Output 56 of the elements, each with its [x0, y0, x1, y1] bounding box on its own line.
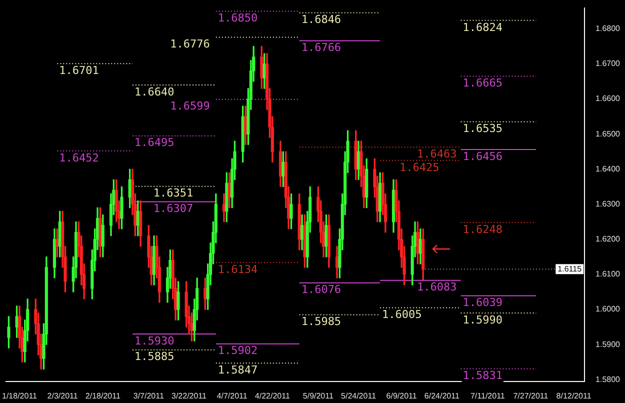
- y-tick-label: 1.6400: [596, 164, 621, 174]
- series-label: 1.6463: [417, 147, 457, 160]
- series-label: 1.6850: [218, 12, 258, 25]
- series-label: 1.6701: [59, 64, 99, 77]
- y-tick-label: 1.6200: [596, 234, 621, 244]
- series-label: 1.6005: [382, 308, 422, 322]
- x-tick-label: 4/22/2011: [254, 391, 290, 400]
- series-label: 1.6039: [462, 296, 503, 310]
- x-tick-label: 5/9/2011: [302, 391, 334, 400]
- x-tick-label: 4/7/2011: [216, 391, 248, 400]
- x-tick-label: 2/18/2011: [85, 391, 121, 400]
- series-label: 1.6776: [170, 38, 210, 51]
- series-label: 1.6248: [462, 222, 503, 236]
- series-label: 1.5930: [134, 334, 174, 348]
- x-tick-label: 5/24/2011: [341, 391, 377, 400]
- y-tick-label: 1.6800: [596, 24, 621, 34]
- y-tick-label: 1.6300: [596, 199, 621, 208]
- series-label: 1.6452: [59, 151, 99, 164]
- series-label: 1.6134: [218, 262, 258, 276]
- series-label: 1.6456: [462, 150, 503, 163]
- annotation: 1.6115: [558, 264, 582, 274]
- series-label: 1.5847: [218, 364, 258, 377]
- series-label: 1.5985: [301, 315, 342, 328]
- series-label: 1.6824: [462, 20, 503, 34]
- series-label: 1.6640: [134, 85, 174, 98]
- x-tick-label: 1/18/2011: [2, 391, 38, 400]
- x-tick-label: 8/12/2011: [556, 391, 592, 400]
- x-tick-label: 7/11/2011: [470, 391, 506, 400]
- series-label: 1.6425: [400, 160, 440, 174]
- series-label: 1.5885: [134, 350, 174, 364]
- y-tick-label: 1.5800: [596, 374, 621, 384]
- series-label: 1.5902: [218, 344, 258, 358]
- series-label: 1.6351: [153, 186, 194, 200]
- y-tick-label: 1.6000: [596, 304, 621, 314]
- x-tick-label: 6/9/2011: [386, 391, 418, 400]
- series-label: 1.6846: [301, 13, 342, 26]
- x-tick-label: 6/24/2011: [424, 391, 460, 400]
- series-label: 1.6083: [417, 280, 457, 294]
- series-label: 1.6495: [134, 136, 174, 150]
- x-tick-label: 2/3/2011: [47, 391, 78, 400]
- x-tick-label: 3/22/2011: [172, 391, 208, 400]
- series-label: 1.5831: [462, 369, 503, 382]
- y-tick-label: 1.5900: [596, 340, 621, 349]
- y-tick-label: 1.6100: [596, 270, 621, 279]
- x-tick-label: 7/27/2011: [513, 391, 549, 400]
- y-tick-label: 1.6700: [596, 59, 621, 68]
- y-tick-label: 1.6500: [596, 129, 621, 138]
- series-label: 1.6535: [462, 122, 503, 136]
- series-label: 1.5990: [462, 313, 503, 326]
- series-label: 1.6665: [462, 76, 503, 90]
- series-label: 1.6766: [301, 41, 342, 54]
- series-label: 1.6599: [170, 100, 210, 113]
- series-label: 1.6076: [301, 283, 342, 296]
- x-tick-label: 3/7/2011: [133, 391, 164, 400]
- series-label: 1.6307: [153, 202, 194, 216]
- y-tick-label: 1.6600: [596, 94, 621, 104]
